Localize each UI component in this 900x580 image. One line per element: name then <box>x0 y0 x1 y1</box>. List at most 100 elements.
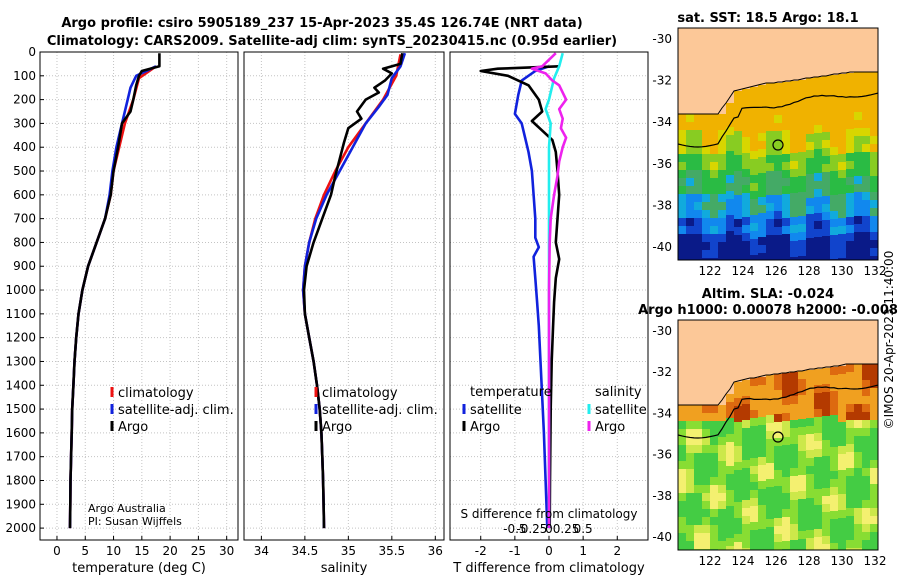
s-tick-label: -0.25 <box>516 522 547 536</box>
y-tick-label: 1700 <box>5 450 36 464</box>
credit-line-1: Argo Australia <box>88 502 166 515</box>
map-field <box>678 320 878 550</box>
x-tick-label: 2 <box>613 544 621 558</box>
lon-tick-label: 128 <box>798 264 821 278</box>
lat-tick-label: -30 <box>652 32 672 46</box>
map-field <box>678 28 878 260</box>
imos-timestamp: ©IMOS 20-Apr-2023 11:40:00 <box>882 251 896 430</box>
lon-tick-label: 124 <box>732 554 755 568</box>
s-tick-label: 0.25 <box>553 522 580 536</box>
legend-label: satellite-adj. clim. <box>322 403 438 418</box>
lat-tick-label: -32 <box>652 74 672 88</box>
lat-tick-label: -38 <box>652 198 672 212</box>
lat-tick-label: -40 <box>652 240 672 254</box>
argo-float-marker <box>772 139 784 151</box>
title-line-1: Argo profile: csiro 5905189_237 15-Apr-2… <box>61 16 582 31</box>
x-tick-label: 36 <box>428 544 443 558</box>
y-tick-label: 900 <box>13 259 36 273</box>
x-axis-label: temperature (deg C) <box>72 561 206 576</box>
x-tick-label: 35 <box>341 544 356 558</box>
y-tick-label: 1300 <box>5 354 36 368</box>
difference-profile-panel: -2 -1 0 1 2 T difference from climatology -0.5… <box>449 51 649 576</box>
map-title-1: Altim. SLA: -0.024 <box>702 287 834 302</box>
y-tick-label: 800 <box>13 235 36 249</box>
x-tick-label: -2 <box>475 544 487 558</box>
lon-tick-label: 128 <box>798 554 821 568</box>
lon-tick-label: 122 <box>699 264 722 278</box>
lon-tick-label: 130 <box>831 554 854 568</box>
map-title-1: sat. SST: 18.5 Argo: 18.1 <box>677 11 858 26</box>
map-title-2: Argo h1000: 0.00078 h2000: -0.008 <box>638 303 898 318</box>
y-tick-label: 1100 <box>5 307 36 321</box>
legend-label: satellite-adj. clim. <box>118 403 234 418</box>
lon-tick-label: 130 <box>831 264 854 278</box>
legend-header-salinity: salinity <box>595 385 642 400</box>
x-tick-label: 34 <box>254 544 269 558</box>
map-frame <box>677 319 879 551</box>
y-tick-label: 100 <box>13 69 36 83</box>
plot-frame <box>39 51 239 541</box>
x-tick-label: 25 <box>191 544 206 558</box>
legend-label: Argo <box>118 420 148 435</box>
legend-label: Argo <box>470 420 500 435</box>
series-group <box>301 52 407 529</box>
legend-label: Argo <box>595 420 625 435</box>
y-tick-label: 500 <box>13 164 36 178</box>
front-contour <box>678 92 878 148</box>
s-tick-label: -0.5 <box>503 522 526 536</box>
plot-frame <box>243 51 445 541</box>
lat-tick-label: -32 <box>652 365 672 379</box>
temperature-profile-panel: 0 5 10 15 20 25 30 temperature (deg C) 0 100 200 30… <box>5 45 239 576</box>
lat-tick-label: -30 <box>652 324 672 338</box>
lat-tick-label: -38 <box>652 489 672 503</box>
s-tick-label: 0 <box>545 522 553 536</box>
y-tick-label: 300 <box>13 116 36 130</box>
lat-tick-label: -34 <box>652 115 672 129</box>
lat-tick-label: -34 <box>652 406 672 420</box>
x-tick-label: 20 <box>162 544 177 558</box>
x-tick-label: 15 <box>134 544 149 558</box>
series-group <box>68 53 161 529</box>
x-tick-label: 34.5 <box>292 544 319 558</box>
coastline <box>678 363 878 406</box>
credit-line-2: PI: Susan Wijffels <box>88 515 182 528</box>
series-group <box>479 52 568 529</box>
argo-float-marker <box>772 431 784 443</box>
x-tick-label: 10 <box>106 544 121 558</box>
legend-header-temperature: temperature <box>470 385 552 400</box>
x-tick-label: 30 <box>219 544 234 558</box>
lat-tick-label: -36 <box>652 448 672 462</box>
lon-tick-label: 122 <box>699 554 722 568</box>
x-axis-label: T difference from climatology <box>452 561 645 576</box>
front-contour <box>678 384 878 439</box>
salinity-profile-panel: 34 34.5 35 35.5 36 salinity climatology satelli… <box>243 51 445 576</box>
x-tick-label: 0 <box>545 544 553 558</box>
x-tick-label: 1 <box>579 544 587 558</box>
sst-map-panel: sat. SST: 18.5 Argo: 18.1 -30 -32 -34 -36 -38… <box>652 11 886 278</box>
lon-tick-label: 126 <box>765 554 788 568</box>
coastline <box>678 71 878 115</box>
lon-tick-label: 124 <box>732 264 755 278</box>
y-tick-label: 1900 <box>5 497 36 511</box>
y-tick-label: 1000 <box>5 283 36 297</box>
lon-tick-label: 132 <box>864 554 887 568</box>
series-line-argo <box>302 52 404 529</box>
x-tick-label: 0 <box>53 544 61 558</box>
x-axis-label: salinity <box>321 561 368 576</box>
y-tick-label: 600 <box>13 188 36 202</box>
y-tick-label: 200 <box>13 93 36 107</box>
lat-tick-label: -40 <box>652 530 672 544</box>
y-tick-label: 1200 <box>5 331 36 345</box>
x-tick-label: 35.5 <box>378 544 405 558</box>
legend-label: climatology <box>322 386 398 401</box>
y-tick-label: 1800 <box>5 473 36 487</box>
legend-label: satellite <box>470 403 522 418</box>
s-tick-label: 0.5 <box>574 522 593 536</box>
y-tick-label: 1400 <box>5 378 36 392</box>
y-tick-label: 700 <box>13 212 36 226</box>
y-tick-label: 0 <box>28 45 36 59</box>
y-tick-label: 2000 <box>5 521 36 535</box>
y-tick-label: 400 <box>13 140 36 154</box>
